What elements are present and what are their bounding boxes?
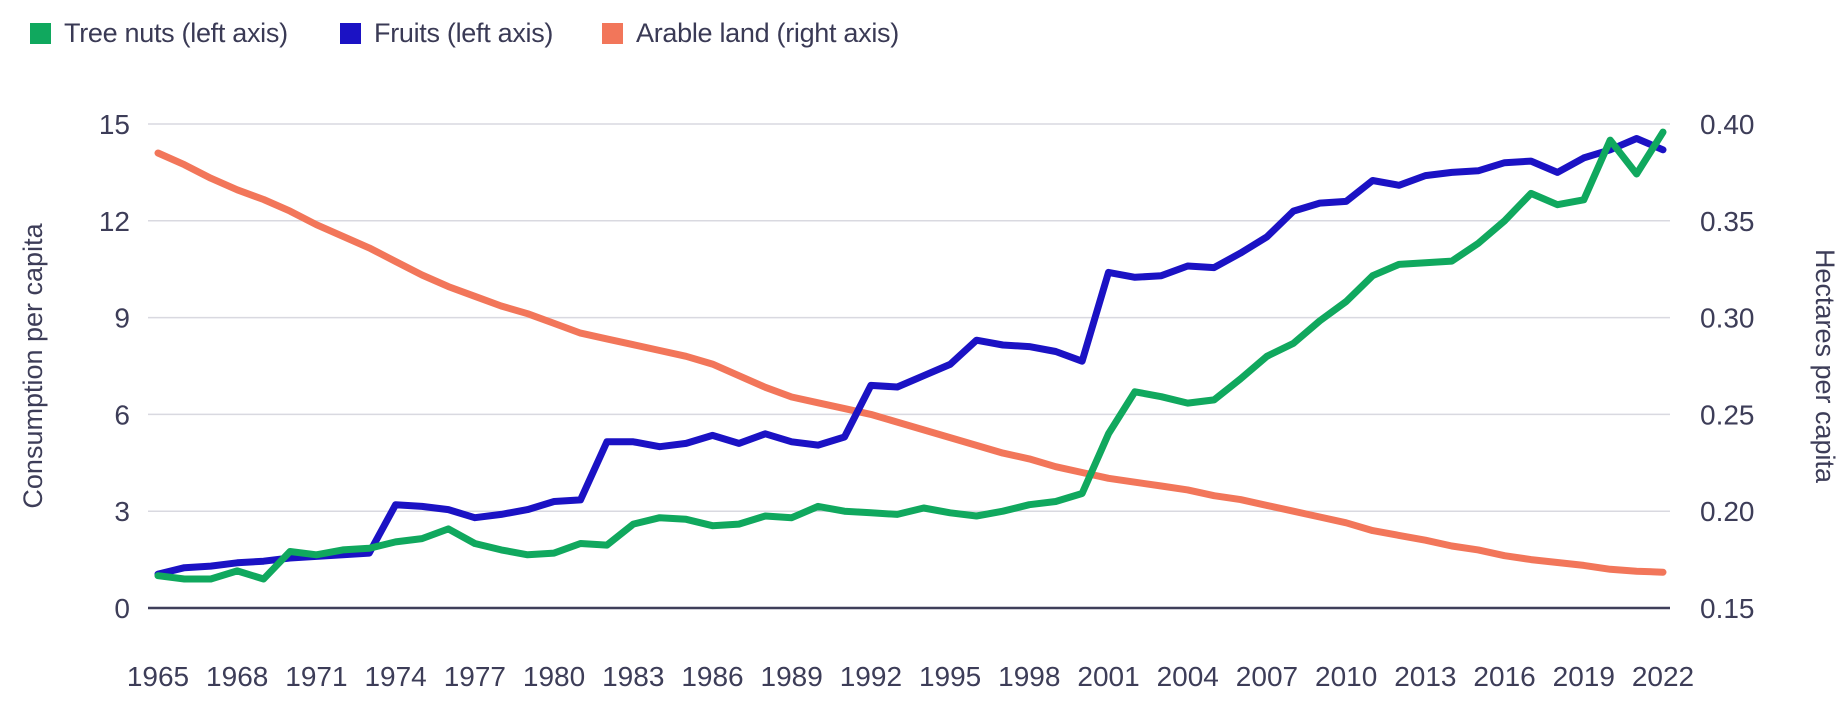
x-axis-tick-label: 2001 (1077, 661, 1139, 692)
x-axis-tick-label: 1971 (285, 661, 347, 692)
left-axis-tick-label: 15 (99, 109, 130, 140)
left-axis-tick-label: 3 (114, 496, 130, 527)
x-axis-tick-label: 2019 (1553, 661, 1615, 692)
x-axis-tick-label: 1995 (919, 661, 981, 692)
x-axis-tick-label: 2007 (1236, 661, 1298, 692)
series-line-arable-land (154, 149, 1667, 576)
right-axis-tick-label: 0.15 (1700, 593, 1755, 624)
x-axis-tick-label: 1992 (840, 661, 902, 692)
left-axis-tick-label: 9 (114, 303, 130, 334)
x-axis-tick-label: 1974 (364, 661, 426, 692)
x-axis-tick-label: 2010 (1315, 661, 1377, 692)
x-axis-tick-label: 1968 (206, 661, 268, 692)
left-axis-tick-label: 0 (114, 593, 130, 624)
x-axis-tick-label: 1998 (998, 661, 1060, 692)
x-axis-tick-label: 2016 (1473, 661, 1535, 692)
tree-nuts-swatch-icon (30, 22, 51, 44)
x-axis-tick-label: 2022 (1632, 661, 1694, 692)
x-axis-tick-label: 1986 (681, 661, 743, 692)
left-axis-tick-label: 6 (114, 399, 130, 430)
x-axis-tick-label: 1980 (523, 661, 585, 692)
x-axis-tick-label: 1965 (127, 661, 189, 692)
legend-label-tree-nuts: Tree nuts (left axis) (64, 17, 288, 48)
series-line-tree-nuts (154, 128, 1667, 583)
right-axis-tick-label: 0.35 (1700, 206, 1755, 237)
series-line-fruits (154, 135, 1667, 578)
right-axis-tick-label: 0.25 (1700, 399, 1755, 430)
right-axis-tick-label: 0.40 (1700, 109, 1755, 140)
right-axis-tick-label: 0.20 (1700, 496, 1755, 527)
left-axis-tick-label: 12 (99, 206, 130, 237)
right-axis-title: Hectares per capita (1810, 249, 1840, 484)
fruits-swatch-icon (340, 22, 361, 44)
x-axis-tick-label: 1983 (602, 661, 664, 692)
x-axis-tick-label: 1977 (444, 661, 506, 692)
legend-item-tree-nuts[interactable]: Tree nuts (left axis) (30, 18, 288, 48)
legend-label-fruits: Fruits (left axis) (374, 17, 554, 48)
x-axis-tick-label: 2013 (1394, 661, 1456, 692)
legend: Tree nuts (left axis) Fruits (left axis)… (0, 18, 1848, 52)
legend-label-arable-land: Arable land (right axis) (636, 17, 899, 48)
legend-item-arable-land[interactable]: Arable land (right axis) (602, 18, 899, 48)
left-axis-title: Consumption per capita (18, 222, 48, 508)
legend-item-fruits[interactable]: Fruits (left axis) (340, 18, 553, 48)
x-axis-tick-label: 1989 (761, 661, 823, 692)
x-axis-tick-label: 2004 (1157, 661, 1219, 692)
arable-land-swatch-icon (602, 22, 623, 44)
right-axis-tick-label: 0.30 (1700, 303, 1755, 334)
